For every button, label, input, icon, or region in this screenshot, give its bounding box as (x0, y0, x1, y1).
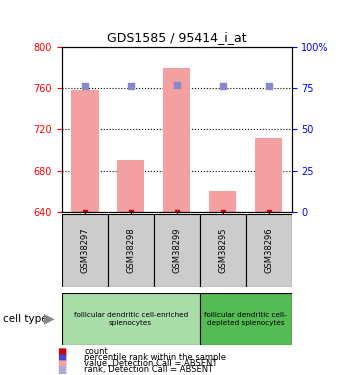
Bar (62, 292, 200, 345)
Point (266, 84, 271, 90)
Bar (62, 214, 108, 287)
Text: value, Detection Call = ABSENT: value, Detection Call = ABSENT (84, 359, 217, 368)
Text: follicular dendritic cell-
depleted splenocytes: follicular dendritic cell- depleted sple… (204, 312, 287, 326)
Text: count: count (84, 347, 108, 356)
Bar (117, 160, 144, 212)
Bar (108, 214, 154, 287)
Bar (255, 138, 282, 212)
Text: GSM38296: GSM38296 (264, 228, 273, 273)
Text: GSM38298: GSM38298 (126, 228, 135, 273)
Text: cell type: cell type (3, 314, 48, 324)
Text: ■: ■ (57, 365, 66, 375)
Point (220, 84, 225, 90)
Text: ■: ■ (57, 359, 66, 369)
Bar (200, 214, 246, 287)
Bar (209, 191, 236, 212)
Bar (200, 292, 292, 345)
Text: GSM38297: GSM38297 (80, 228, 89, 273)
Bar (71, 90, 98, 212)
Text: GSM38295: GSM38295 (218, 228, 227, 273)
Bar (163, 68, 190, 212)
Text: ■: ■ (57, 347, 66, 357)
Point (128, 84, 133, 90)
Text: rank, Detection Call = ABSENT: rank, Detection Call = ABSENT (84, 365, 213, 374)
Text: ■: ■ (57, 353, 66, 363)
Point (82, 84, 87, 90)
Text: follicular dendritic cell-enriched
splenocytes: follicular dendritic cell-enriched splen… (73, 312, 188, 326)
Bar (246, 214, 292, 287)
Bar (154, 214, 200, 287)
Text: ▶: ▶ (45, 312, 55, 326)
Text: GSM38299: GSM38299 (172, 228, 181, 273)
Text: percentile rank within the sample: percentile rank within the sample (84, 353, 226, 362)
Point (174, 82, 179, 88)
Title: GDS1585 / 95414_i_at: GDS1585 / 95414_i_at (107, 32, 247, 44)
